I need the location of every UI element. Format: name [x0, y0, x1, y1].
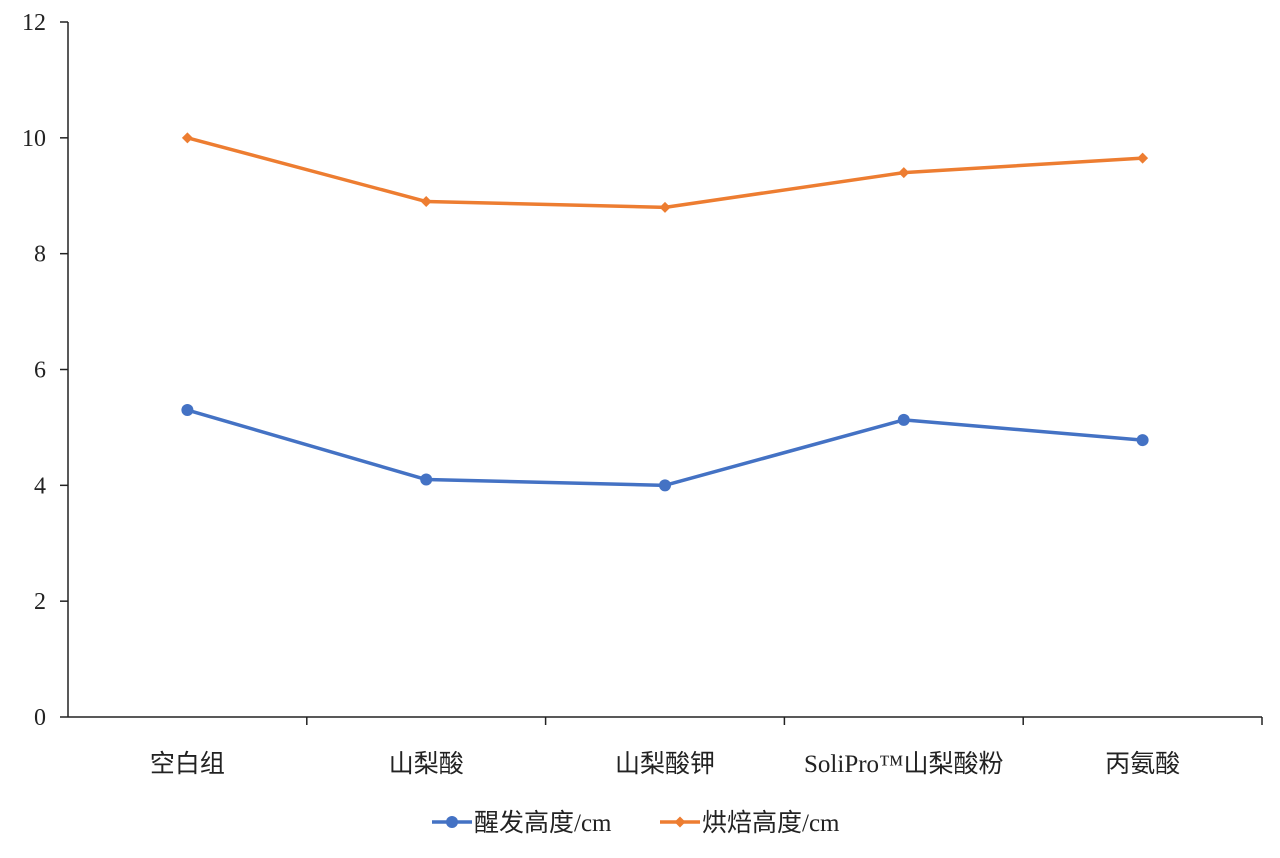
y-tick-label: 12: [22, 10, 46, 36]
legend-marker-2: [674, 816, 686, 828]
data-point: [659, 201, 671, 213]
legend: 醒发高度/cm 烘焙高度/cm: [432, 809, 840, 837]
legend-marker-1: [446, 816, 458, 828]
series-line-2: [186, 136, 1143, 210]
data-point: [420, 196, 432, 208]
y-tick-label: 4: [34, 473, 46, 499]
series-group: [181, 132, 1149, 492]
y-tick-label: 0: [34, 705, 46, 731]
x-tick-label: 山梨酸: [389, 750, 464, 778]
x-tick-label: 丙氨酸: [1105, 750, 1180, 778]
data-point: [181, 132, 193, 144]
y-tick-label: 2: [34, 589, 46, 615]
series-line-1: [186, 408, 1143, 488]
legend-label-1: 醒发高度/cm: [474, 809, 612, 837]
legend-label-2: 烘焙高度/cm: [702, 809, 840, 837]
data-point: [181, 404, 194, 417]
data-point: [897, 413, 910, 426]
x-tick-labels: 空白组 山梨酸 山梨酸钾 SoliPro™山梨酸粉 丙氨酸: [150, 750, 1180, 778]
x-tick-label: 空白组: [150, 750, 225, 778]
x-tick-label: SoliPro™山梨酸粉: [804, 750, 1004, 778]
y-tick-labels: 0 2 4 6 8 10 12: [22, 10, 46, 731]
data-point: [1136, 434, 1149, 447]
data-point: [659, 479, 671, 492]
x-tick-label: 山梨酸钾: [615, 750, 715, 778]
y-tick-label: 6: [34, 358, 46, 384]
data-point: [898, 167, 910, 179]
y-tick-label: 8: [34, 242, 46, 268]
data-point: [420, 473, 433, 486]
y-tick-label: 10: [22, 126, 46, 152]
data-point: [1137, 152, 1149, 164]
axes: [60, 21, 1263, 725]
